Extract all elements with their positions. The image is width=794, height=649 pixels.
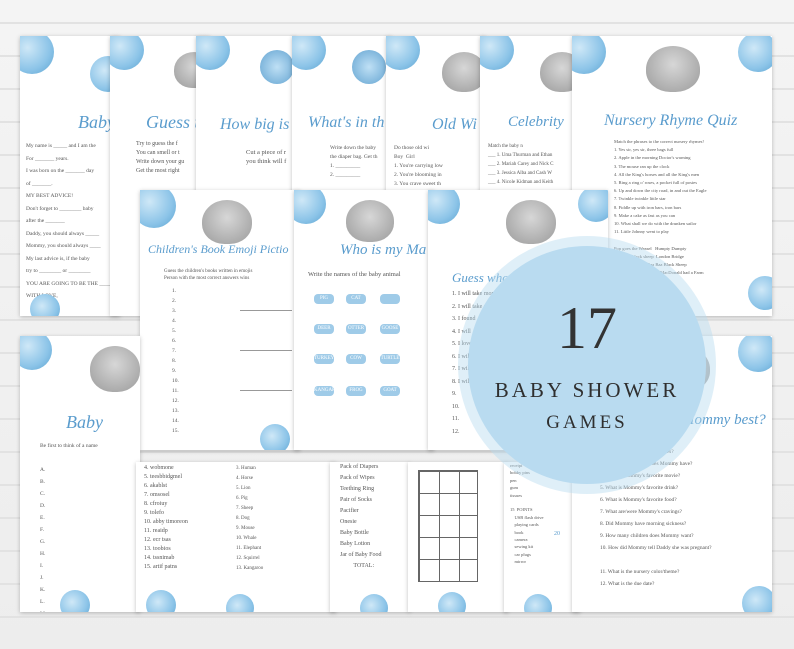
flower-decoration bbox=[260, 424, 290, 450]
bingo-grid bbox=[418, 470, 478, 582]
flower-decoration bbox=[30, 294, 60, 316]
flower-decoration bbox=[20, 336, 52, 370]
headline-line1: BABY SHOWER bbox=[494, 378, 680, 402]
animal-label: GOAT bbox=[383, 388, 397, 393]
elephant-ear bbox=[352, 50, 386, 84]
animal-label: TURKEY bbox=[314, 356, 335, 361]
flower-decoration bbox=[110, 36, 144, 70]
flower-decoration bbox=[572, 36, 606, 74]
card-who-is-my-mama: Who is my Ma Write the names of the baby… bbox=[294, 190, 434, 450]
flower-decoration bbox=[524, 594, 552, 612]
flower-decoration bbox=[196, 36, 230, 70]
points-label: 20 bbox=[554, 531, 560, 537]
flower-decoration bbox=[226, 594, 254, 612]
card-text: Guess the children's books written in em… bbox=[164, 269, 253, 281]
elephant-illustration bbox=[346, 200, 394, 242]
animal-label: PIG bbox=[319, 296, 329, 301]
flower-decoration bbox=[738, 336, 772, 372]
animal-silhouette: GOOSE bbox=[380, 324, 400, 334]
animal-label: CAT bbox=[351, 296, 361, 301]
animal-silhouette: CAT bbox=[346, 294, 366, 304]
flower-decoration bbox=[748, 276, 772, 310]
animal-label: DEER bbox=[317, 326, 331, 331]
animal-list: 3. Human 4. Horse 5. Lion 6. Pig 7. Shee… bbox=[236, 466, 264, 571]
card-text: Cut a piece of r you think will f bbox=[246, 149, 287, 165]
card-emoji-pictionary: Children's Book Emoji Pictio Guess the c… bbox=[140, 190, 300, 450]
answer-line bbox=[240, 350, 292, 351]
item-list: Pack of Diapers Pack of Wipes Teething R… bbox=[340, 464, 382, 569]
emoji-rows: 1. 2. 3. 4. 5. 6. 7. 8. 9. 10. 11. 12. 1… bbox=[172, 288, 179, 434]
card-title: Nursery Rhyme Quiz bbox=[604, 112, 738, 129]
card-title: Baby bbox=[66, 412, 103, 432]
card-price-is-right: Pack of Diapers Pack of Wipes Teething R… bbox=[330, 462, 410, 612]
animal-silhouette: PIG bbox=[314, 294, 334, 304]
flower-decoration bbox=[60, 590, 90, 612]
flower-decoration bbox=[140, 190, 176, 228]
flower-decoration bbox=[360, 594, 388, 612]
elephant-illustration bbox=[202, 200, 252, 244]
flower-decoration bbox=[480, 36, 514, 70]
headline-line2: GAMES bbox=[546, 412, 628, 433]
answer-line bbox=[240, 310, 292, 311]
card-baby-abc: Baby Be first to think of a name A. B. C… bbox=[20, 336, 140, 612]
animal-label: OTTER bbox=[347, 326, 365, 331]
scramble-list: 4. wobmone 5. teesbbidgmel 6. akablst 7.… bbox=[144, 465, 188, 570]
animal-silhouette: OTTER bbox=[346, 324, 366, 334]
card-text: Match the baby n ___ 1. Uma Thurman and … bbox=[488, 144, 554, 185]
animal-label: TURTLE bbox=[380, 356, 400, 361]
elephant-illustration bbox=[506, 200, 556, 244]
card-text: Try to guess the f You can smell or t Wr… bbox=[136, 141, 185, 174]
card-text: Be first to think of a name A. B. C. D. … bbox=[40, 443, 98, 612]
flower-decoration bbox=[438, 592, 466, 612]
animal-silhouette: DEER bbox=[314, 324, 334, 334]
flower-decoration bbox=[146, 590, 176, 612]
card-title: Celebrity bbox=[508, 114, 564, 130]
card-title: Guess the bbox=[146, 112, 210, 132]
animal-silhouette: FROG bbox=[346, 386, 366, 396]
flower-decoration bbox=[578, 190, 608, 222]
card-purse-game: receipt bobby pins pen gum tissues 15 PO… bbox=[504, 462, 580, 612]
card-word-scramble: 4. wobmone 5. teesbbidgmel 6. akablst 7.… bbox=[136, 462, 336, 612]
card-text: My name is _____ and I am the For ______… bbox=[26, 143, 111, 299]
animal-silhouette: KANGAROO bbox=[314, 386, 343, 396]
card-title: Old Wi bbox=[432, 116, 477, 133]
card-title: How big is M bbox=[220, 116, 296, 133]
flower-decoration bbox=[738, 36, 772, 72]
elephant-illustration bbox=[646, 46, 700, 92]
purse-items: receipt bobby pins pen gum tissues 15 PO… bbox=[510, 463, 544, 565]
card-guess-the: Guess the Try to guess the f You can sme… bbox=[110, 36, 210, 316]
card-title: Mommy best? bbox=[682, 412, 766, 428]
animal-label: KANGAROO bbox=[314, 388, 343, 393]
card-title: Who is my Ma bbox=[340, 242, 427, 258]
card-text: Write down the baby the diaper bag. Get … bbox=[330, 145, 378, 178]
card-bingo bbox=[408, 462, 508, 612]
games-count: 17 bbox=[557, 295, 617, 361]
headline-circle: 17 BABY SHOWER GAMES bbox=[468, 246, 706, 484]
card-title: Children's Book Emoji Pictio bbox=[148, 242, 289, 256]
animal-label: GOOSE bbox=[381, 326, 399, 331]
elephant-illustration bbox=[90, 346, 140, 392]
card-title: Baby bbox=[78, 112, 115, 132]
animal-silhouette: TURTLE bbox=[380, 354, 400, 364]
animal-silhouette: COW bbox=[346, 354, 366, 364]
card-text: Write the names of the baby animal bbox=[308, 271, 401, 278]
animal-silhouette: TURKEY bbox=[314, 354, 334, 364]
card-title: What's in th bbox=[308, 114, 385, 131]
flower-decoration bbox=[742, 586, 772, 612]
animal-silhouette bbox=[380, 294, 400, 304]
flower-decoration bbox=[20, 36, 54, 74]
flower-decoration bbox=[292, 36, 326, 70]
flower-decoration bbox=[428, 190, 460, 224]
answer-line bbox=[240, 390, 292, 391]
animal-label: FROG bbox=[349, 388, 363, 393]
flower-decoration bbox=[294, 190, 326, 224]
elephant-illustration bbox=[442, 52, 486, 92]
elephant-ear bbox=[260, 50, 294, 84]
animal-label: COW bbox=[350, 356, 362, 361]
animal-silhouette: GOAT bbox=[380, 386, 400, 396]
card-baby-advice: Baby My name is _____ and I am the For _… bbox=[20, 36, 120, 316]
flower-decoration bbox=[386, 36, 420, 70]
